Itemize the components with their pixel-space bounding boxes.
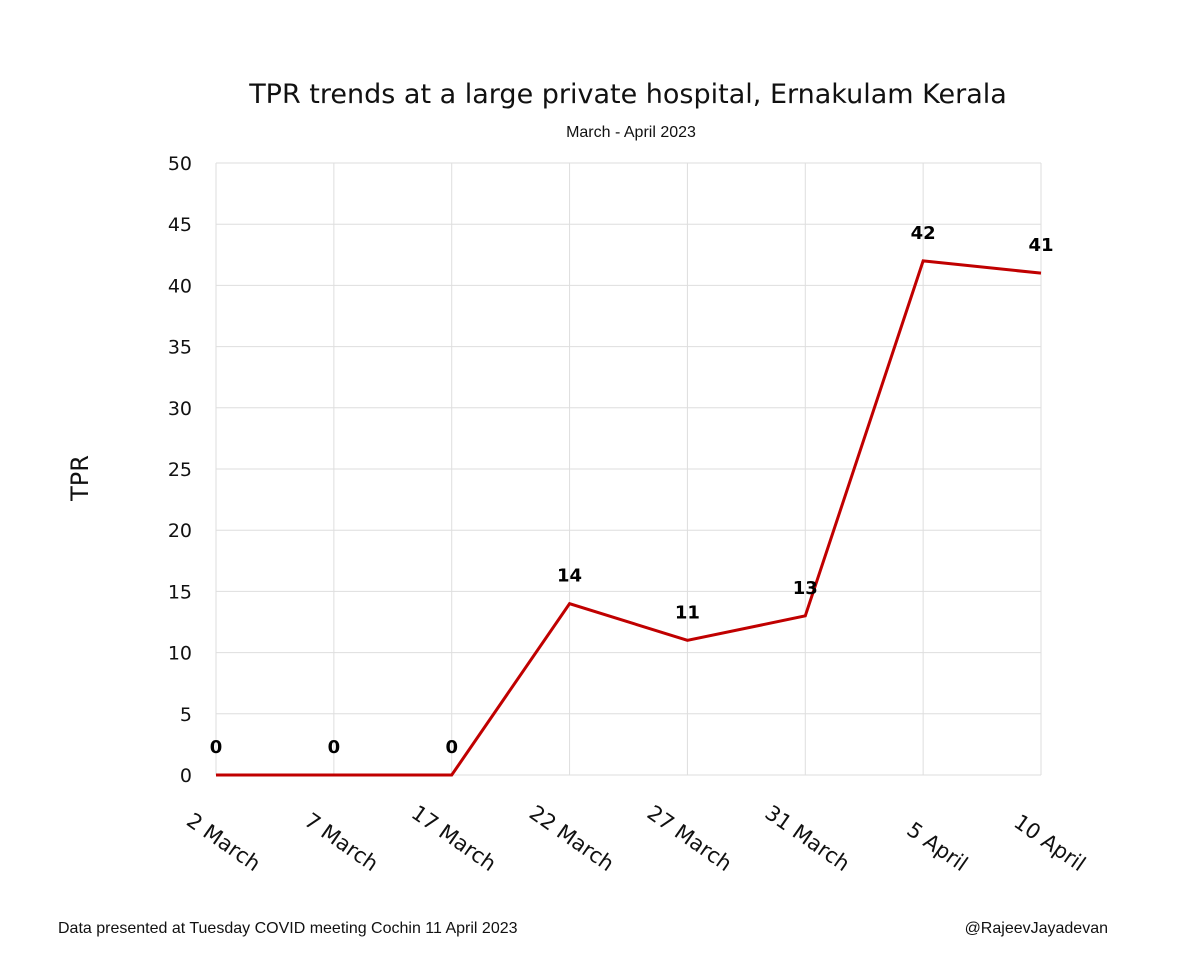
y-tick-label: 50 xyxy=(168,153,192,175)
grid xyxy=(215,162,1042,776)
data-label: 42 xyxy=(911,223,936,244)
x-tick-label: 27 March xyxy=(643,801,737,877)
y-tick-label: 5 xyxy=(180,704,192,726)
x-tick-label: 5 April xyxy=(903,817,973,876)
data-label: 41 xyxy=(1028,235,1053,256)
y-tick-label: 35 xyxy=(168,337,192,359)
y-tick-label: 15 xyxy=(168,581,192,603)
series-line xyxy=(216,259,1042,777)
data-label: 14 xyxy=(557,566,582,587)
series-layer xyxy=(216,259,1042,777)
y-axis-label: TPR xyxy=(66,455,94,502)
source-note: Data presented at Tuesday COVID meeting … xyxy=(58,920,518,937)
y-axis-ticks: 0 5 10 15 20 25 30 35 40 45 50 xyxy=(168,153,192,787)
data-label: 0 xyxy=(328,737,341,758)
x-tick-label: 7 March xyxy=(300,808,383,876)
data-label: 0 xyxy=(445,737,458,758)
x-tick-label: 17 March xyxy=(407,801,501,877)
data-label: 11 xyxy=(675,602,700,623)
x-tick-label: 22 March xyxy=(525,801,619,877)
x-tick-label: 2 March xyxy=(182,808,265,876)
y-tick-label: 40 xyxy=(168,275,192,297)
author-credit: @RajeevJayadevan xyxy=(965,920,1108,937)
x-tick-label: 31 March xyxy=(761,801,855,877)
data-label: 13 xyxy=(793,578,818,599)
y-tick-label: 30 xyxy=(168,398,192,420)
chart-subtitle: March - April 2023 xyxy=(566,124,696,141)
y-tick-label: 25 xyxy=(168,459,192,481)
data-labels: 0 0 0 14 11 13 42 41 xyxy=(210,223,1054,758)
chart-title: TPR trends at a large private hospital, … xyxy=(248,79,1007,110)
x-axis-ticks: 2 March 7 March 17 March 22 March 27 March 31… xyxy=(182,801,1090,877)
y-tick-label: 0 xyxy=(180,765,192,787)
x-tick-label: 10 April xyxy=(1009,810,1089,876)
y-tick-label: 20 xyxy=(168,520,192,542)
y-tick-label: 10 xyxy=(168,643,192,665)
data-label: 0 xyxy=(210,737,223,758)
y-tick-label: 45 xyxy=(168,214,192,236)
